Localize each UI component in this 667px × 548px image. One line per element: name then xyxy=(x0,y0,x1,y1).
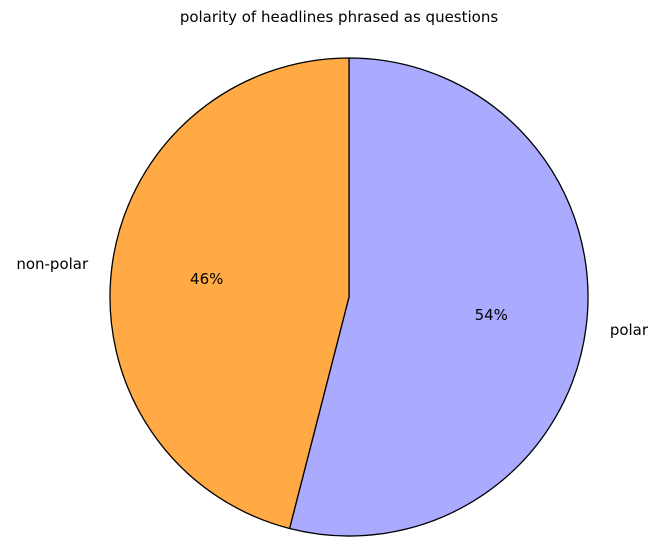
pie-slices xyxy=(109,57,589,537)
pie-slice-label-non-polar: non-polar xyxy=(16,255,89,273)
pie-labels: 54% polar 46% non-polar xyxy=(16,255,649,339)
pie-slice-polar xyxy=(288,57,589,537)
pie-slice-non-polar xyxy=(109,57,350,530)
pie-slice-label-polar: polar xyxy=(610,321,649,339)
chart-title: polarity of headlines phrased as questio… xyxy=(180,8,499,26)
pie-pct-label-non-polar: 46% xyxy=(190,270,223,288)
pie-pct-label-polar: 54% xyxy=(475,306,508,324)
